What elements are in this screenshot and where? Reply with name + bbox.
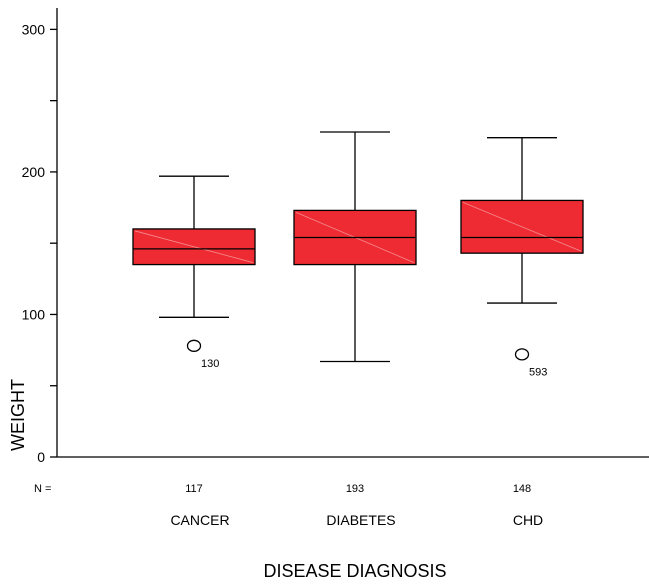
axes	[50, 8, 649, 458]
box-highlight	[462, 202, 582, 252]
x-axis-title: DISEASE DIAGNOSIS	[263, 561, 446, 581]
y-tick-label: 200	[22, 164, 46, 180]
n-count-label: 193	[346, 483, 364, 495]
y-axis-title: WEIGHT	[8, 379, 28, 451]
category-label: CANCER	[170, 512, 229, 528]
box-cancer	[132, 175, 256, 352]
box-chd	[460, 137, 584, 361]
box-diabetes	[293, 131, 417, 363]
outlier-label: 130	[201, 358, 219, 370]
boxes	[132, 131, 584, 363]
y-tick-label: 0	[37, 449, 45, 465]
outlier-point	[514, 348, 530, 361]
y-tick-label: 300	[22, 21, 46, 37]
outlier-label: 593	[529, 366, 547, 378]
n-count-label: 117	[185, 483, 203, 495]
labels: 0 100 200 300 WEIGHT N = DISEASE DIAGNOSIS 130 1…	[8, 21, 547, 581]
y-tick-label: 100	[22, 306, 46, 322]
n-count-label: 148	[513, 483, 531, 495]
outlier-point	[186, 339, 202, 352]
n-prefix-label: N =	[34, 483, 51, 495]
box-highlight	[134, 230, 254, 263]
category-label: CHD	[513, 512, 543, 528]
category-label: DIABETES	[326, 512, 395, 528]
